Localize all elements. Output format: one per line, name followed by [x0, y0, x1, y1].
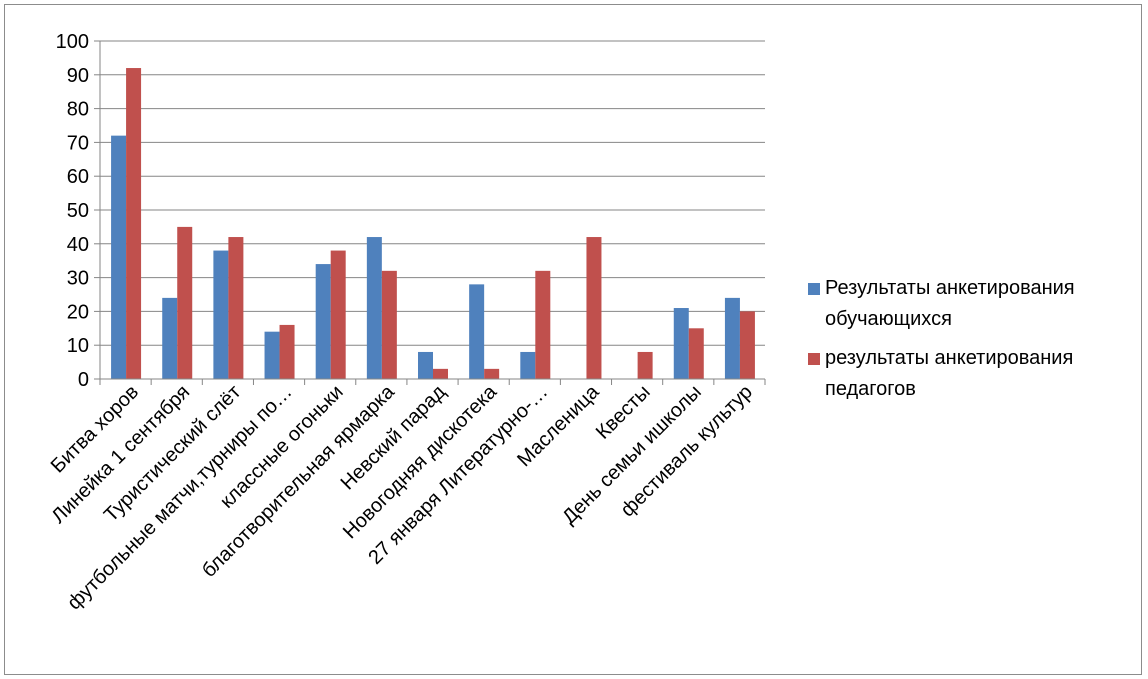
bar-students	[418, 351, 433, 379]
bar-students	[111, 135, 127, 379]
bar-teachers	[586, 237, 602, 379]
bar-teachers	[381, 270, 397, 379]
y-tick-label: 50	[67, 200, 89, 222]
bar-students	[469, 284, 485, 379]
bar-teachers	[330, 250, 346, 379]
bar-teachers	[433, 368, 448, 379]
legend-swatch-teachers	[808, 353, 820, 365]
legend-label-teachers: результаты анкетирования педагогов	[825, 347, 1074, 400]
bar-teachers	[637, 351, 653, 379]
bar-students	[366, 237, 382, 379]
legend-item-teachers: результаты анкетирования педагогов	[808, 343, 1143, 405]
y-tick-label: 30	[67, 268, 89, 290]
y-tick-label: 60	[67, 166, 89, 188]
bar-teachers	[484, 368, 500, 379]
bar-students	[264, 331, 280, 379]
y-tick-label: 0	[78, 369, 89, 391]
bar-students	[520, 351, 536, 379]
bar-students	[724, 297, 740, 379]
y-tick-label: 20	[67, 301, 89, 323]
bar-teachers	[228, 237, 244, 379]
x-tick-label: Битва хоров	[47, 381, 143, 477]
y-tick-label: 90	[67, 65, 89, 87]
legend-item-students: Результаты анкетирования обучающихся	[808, 273, 1143, 335]
y-tick-label: 100	[56, 31, 89, 53]
bar-teachers	[126, 68, 142, 379]
y-tick-label: 80	[67, 99, 89, 121]
legend-label-students: Результаты анкетирования обучающихся	[825, 277, 1075, 330]
legend-swatch-students	[808, 283, 820, 295]
bar-students	[162, 297, 178, 379]
y-tick-label: 70	[67, 132, 89, 154]
bar-students	[315, 264, 331, 379]
bar-teachers	[739, 311, 755, 379]
bar-teachers	[279, 324, 295, 379]
bar-teachers	[688, 328, 704, 379]
bar-teachers	[177, 226, 193, 379]
y-tick-label: 40	[67, 234, 89, 256]
bar-teachers	[535, 270, 551, 379]
chart-legend: Результаты анкетирования обучающихся рез…	[808, 273, 1143, 413]
bar-students	[213, 250, 229, 379]
y-tick-label: 10	[67, 335, 89, 357]
bar-students	[673, 308, 689, 379]
chart-frame	[4, 4, 1142, 675]
